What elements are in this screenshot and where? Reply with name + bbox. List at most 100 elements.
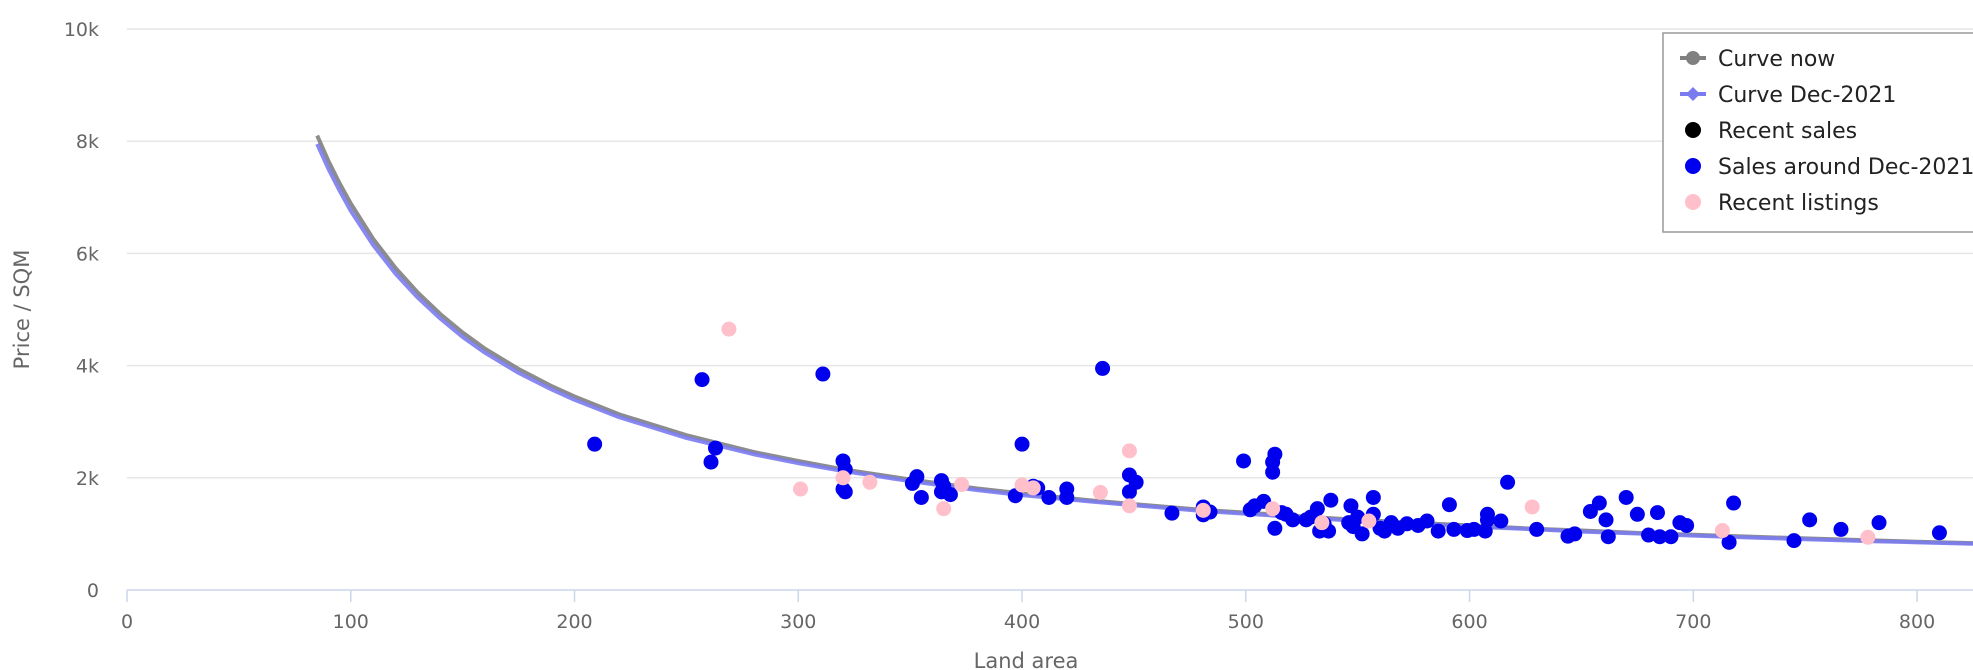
x-tick-label: 800 [1899, 611, 1935, 633]
data-point[interactable] [1466, 521, 1482, 537]
data-point[interactable] [1419, 513, 1435, 529]
data-point[interactable] [1014, 436, 1030, 452]
data-point[interactable] [1871, 515, 1887, 531]
data-point[interactable] [1618, 489, 1634, 505]
x-tick-label: 500 [1228, 611, 1264, 633]
data-point[interactable] [1095, 360, 1111, 376]
series-sales-around-dec-2021 [587, 360, 1947, 550]
data-point[interactable] [793, 481, 809, 497]
data-point[interactable] [1195, 502, 1211, 518]
data-point[interactable] [1641, 527, 1657, 543]
data-point[interactable] [703, 454, 719, 470]
legend-item-curve-now[interactable]: Curve now [1680, 47, 1835, 72]
data-point[interactable] [721, 321, 737, 337]
data-point[interactable] [835, 470, 851, 486]
data-point[interactable] [1041, 489, 1057, 505]
data-point[interactable] [1267, 446, 1283, 462]
data-point[interactable] [1652, 529, 1668, 545]
legend-item-curve-dec-2021[interactable]: Curve Dec-2021 [1680, 83, 1896, 108]
data-point[interactable] [1309, 501, 1325, 517]
data-point[interactable] [1650, 505, 1665, 521]
legend-item-recent-listings[interactable]: Recent listings [1685, 191, 1879, 216]
legend-items: Curve now Curve Dec-2021 Recent sales Sales… [1680, 47, 1973, 216]
data-point[interactable] [909, 469, 925, 485]
data-point[interactable] [1714, 523, 1730, 539]
data-point[interactable] [1121, 498, 1137, 514]
y-axis-ticks: 0 2k 4k 6k 8k 10k [64, 19, 99, 602]
data-point[interactable] [1600, 529, 1616, 545]
y-tick-label: 2k [76, 468, 99, 490]
data-point[interactable] [1529, 521, 1545, 537]
data-point[interactable] [707, 440, 723, 456]
data-point[interactable] [1314, 515, 1330, 531]
legend-item-recent-sales[interactable]: Recent sales [1685, 119, 1857, 144]
data-point[interactable] [942, 487, 958, 503]
legend-box [1662, 32, 1973, 233]
data-point[interactable] [1567, 526, 1583, 542]
data-point[interactable] [1361, 513, 1377, 529]
data-point[interactable] [1365, 489, 1381, 505]
data-point[interactable] [913, 489, 929, 505]
data-point[interactable] [1477, 523, 1493, 539]
data-point[interactable] [1059, 489, 1075, 505]
data-point[interactable] [1430, 523, 1446, 539]
legend-diamond-marker [1686, 87, 1700, 101]
data-point[interactable] [1399, 516, 1415, 532]
data-point[interactable] [1007, 488, 1023, 504]
legend-item-sales-around-dec-2021[interactable]: Sales around Dec-2021 [1685, 155, 1973, 180]
data-point[interactable] [1479, 512, 1495, 528]
data-point[interactable] [1285, 512, 1301, 528]
data-point[interactable] [1726, 495, 1742, 511]
data-point[interactable] [1721, 534, 1737, 550]
data-point[interactable] [1446, 521, 1462, 537]
data-point[interactable] [1121, 443, 1137, 459]
y-tick-label: 6k [76, 243, 99, 265]
data-point[interactable] [587, 436, 603, 452]
legend-label: Recent sales [1718, 119, 1857, 144]
x-tick-label: 300 [780, 611, 816, 633]
data-point[interactable] [837, 484, 853, 500]
data-point[interactable] [1323, 492, 1339, 508]
data-point[interactable] [1354, 526, 1370, 542]
data-point[interactable] [1860, 529, 1876, 545]
data-point[interactable] [1025, 480, 1041, 496]
x-tick-label: 700 [1675, 611, 1711, 633]
y-tick-label: 0 [87, 580, 99, 602]
data-point[interactable] [1802, 512, 1818, 528]
data-point[interactable] [1493, 513, 1509, 529]
data-point[interactable] [954, 477, 970, 493]
legend-point-symbol [1685, 122, 1701, 138]
data-point[interactable] [1092, 484, 1108, 500]
data-point[interactable] [1236, 453, 1252, 469]
series-recent-listings [721, 321, 1876, 545]
x-tick-label: 600 [1451, 611, 1487, 633]
data-point[interactable] [1598, 512, 1614, 528]
legend-point-symbol [1685, 194, 1701, 210]
data-point[interactable] [862, 474, 878, 490]
data-point[interactable] [815, 366, 831, 382]
data-point[interactable] [1128, 474, 1144, 490]
data-point[interactable] [1679, 517, 1695, 533]
data-point[interactable] [1267, 520, 1283, 536]
x-tick-label: 100 [333, 611, 369, 633]
data-point[interactable] [1164, 505, 1180, 521]
legend-label: Curve now [1718, 47, 1835, 72]
data-point[interactable] [1524, 499, 1540, 515]
data-point[interactable] [1931, 525, 1947, 541]
data-point[interactable] [1343, 498, 1359, 514]
y-tick-label: 4k [76, 356, 99, 378]
data-point[interactable] [1441, 497, 1457, 513]
data-point[interactable] [1265, 501, 1281, 517]
data-point[interactable] [694, 372, 710, 388]
data-point[interactable] [936, 501, 952, 517]
y-axis-title: Price / SQM [10, 250, 34, 370]
legend[interactable]: Curve now Curve Dec-2021 Recent sales Sales… [1662, 32, 1973, 233]
data-point[interactable] [1833, 521, 1849, 537]
data-point[interactable] [1786, 533, 1802, 549]
data-point[interactable] [1591, 495, 1607, 511]
data-point[interactable] [1629, 506, 1645, 522]
legend-label: Recent listings [1718, 191, 1879, 216]
data-point[interactable] [1663, 529, 1679, 545]
data-point[interactable] [1500, 474, 1516, 490]
x-axis-title: Land area [974, 649, 1079, 670]
